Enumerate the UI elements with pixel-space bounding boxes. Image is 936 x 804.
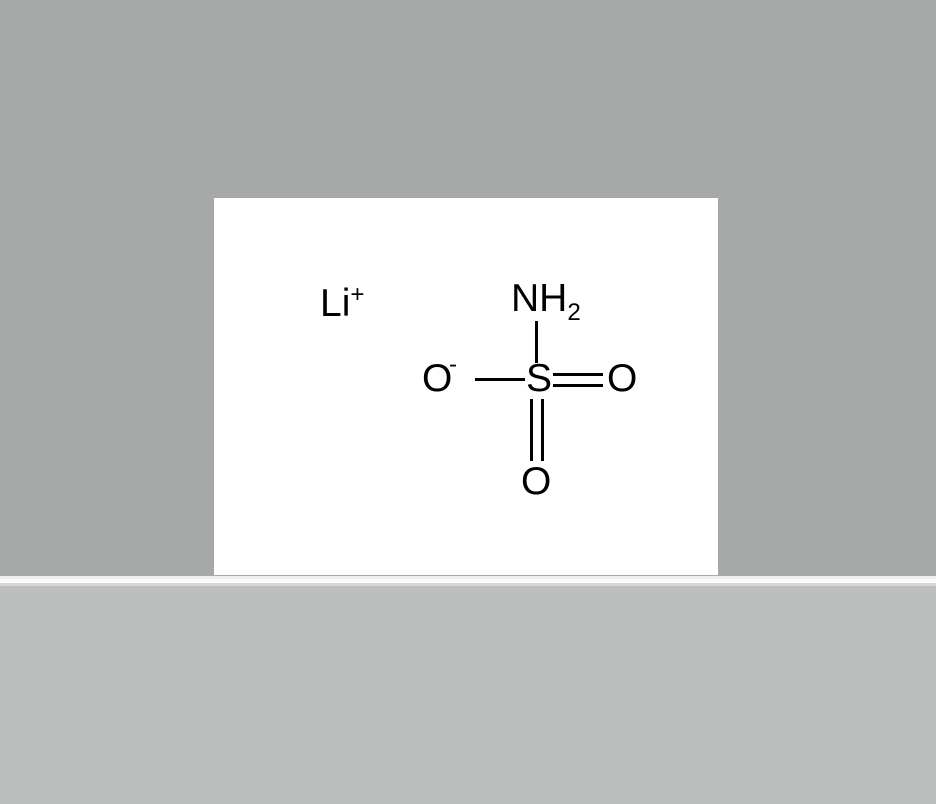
atom-o-left-text: O — [422, 357, 452, 400]
atom-s-text: S — [526, 357, 552, 400]
atom-n-text: NH — [511, 277, 567, 320]
bond-S-N-single — [535, 321, 538, 363]
ion-charge: + — [350, 281, 364, 308]
atom-n-label: NH2 — [511, 277, 581, 321]
bond-S-Oright-double — [553, 384, 603, 387]
o-left-charge-text: - — [449, 351, 457, 378]
bond-S-Oleft-single — [475, 378, 525, 381]
bond-S-Obottom-double — [530, 399, 533, 461]
structure-panel: Li+ NH2 S O O O - — [214, 198, 718, 575]
atom-s-label: S — [526, 357, 552, 401]
lithium-cation-label: Li+ — [320, 282, 364, 326]
o-left-charge-minus: - — [449, 351, 457, 379]
ion-symbol: Li — [320, 282, 350, 325]
atom-o-bottom-label: O — [521, 460, 551, 504]
molecule-diagram: Li+ NH2 S O O O - — [214, 198, 718, 575]
page-root: Li+ NH2 S O O O - — [0, 0, 936, 804]
atom-o-left-label: O — [422, 357, 452, 401]
bond-S-Obottom-double — [541, 399, 544, 461]
background-bottom — [0, 586, 936, 804]
atom-o-bottom-text: O — [521, 460, 551, 503]
atom-o-right-text: O — [607, 357, 637, 400]
atom-o-right-label: O — [607, 357, 637, 401]
atom-n-sub: 2 — [567, 299, 580, 326]
bond-S-Oright-double — [553, 373, 603, 376]
